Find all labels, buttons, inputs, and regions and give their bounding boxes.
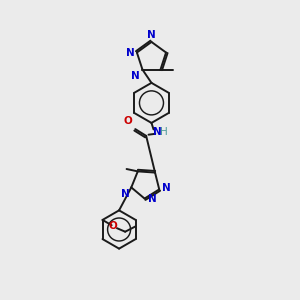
Text: N: N — [147, 30, 156, 40]
Text: N: N — [148, 194, 156, 203]
Text: O: O — [108, 221, 117, 231]
Text: N: N — [121, 189, 130, 199]
Text: H: H — [160, 127, 168, 137]
Text: N: N — [162, 183, 170, 193]
Text: N: N — [153, 127, 162, 137]
Text: N: N — [131, 71, 140, 81]
Text: O: O — [123, 116, 132, 126]
Text: N: N — [126, 47, 135, 58]
